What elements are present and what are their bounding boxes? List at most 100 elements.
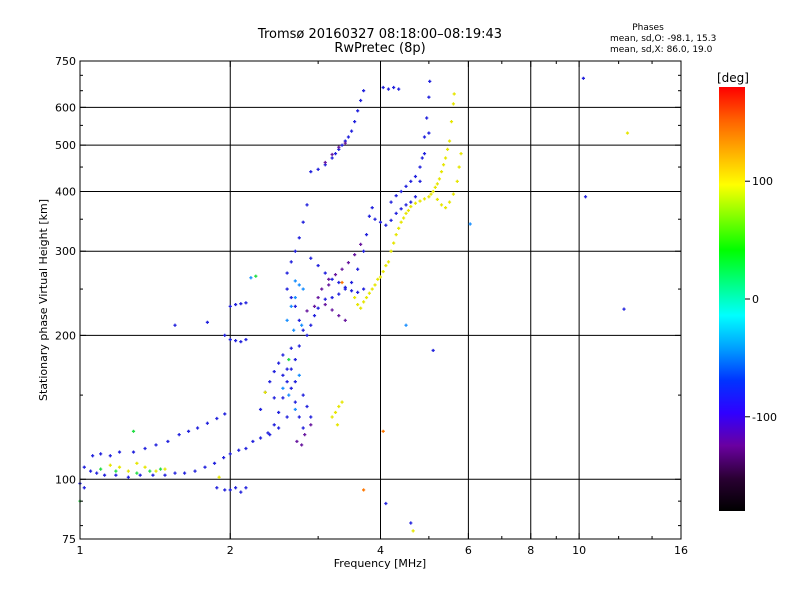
data-point xyxy=(289,367,293,371)
data-point xyxy=(285,415,289,419)
data-point xyxy=(289,260,293,264)
data-point xyxy=(281,386,285,390)
data-point xyxy=(228,304,232,308)
data-point xyxy=(258,407,263,412)
data-point xyxy=(251,439,255,444)
data-point xyxy=(323,160,327,165)
data-point xyxy=(173,471,177,475)
data-point xyxy=(88,469,93,473)
data-point xyxy=(323,297,327,301)
data-point xyxy=(373,283,377,287)
data-point xyxy=(289,304,293,308)
data-point xyxy=(435,197,439,202)
data-point xyxy=(244,301,248,305)
data-point xyxy=(435,182,439,186)
data-point xyxy=(309,415,313,419)
data-point xyxy=(312,314,317,318)
data-point xyxy=(359,306,363,310)
data-point xyxy=(392,241,396,245)
data-point xyxy=(212,461,217,465)
data-point xyxy=(223,488,227,492)
data-point xyxy=(392,85,396,90)
data-point xyxy=(143,465,147,469)
data-point xyxy=(427,131,431,135)
data-point xyxy=(362,488,366,492)
data-point xyxy=(281,396,285,400)
data-point xyxy=(359,242,363,247)
data-point xyxy=(309,323,313,327)
data-point xyxy=(293,249,297,253)
data-point xyxy=(422,152,427,156)
data-point xyxy=(108,454,112,458)
data-point xyxy=(228,488,232,492)
y-tick-label: 600 xyxy=(55,101,76,114)
data-point xyxy=(297,283,301,287)
data-point xyxy=(340,280,344,285)
data-point xyxy=(281,353,285,357)
data-point xyxy=(292,328,296,332)
data-point xyxy=(305,333,309,337)
data-point xyxy=(289,346,293,350)
data-point xyxy=(384,223,388,227)
data-point xyxy=(370,206,374,210)
data-point xyxy=(148,469,152,473)
data-point xyxy=(404,211,408,215)
data-point xyxy=(404,323,408,327)
data-point xyxy=(249,276,253,280)
data-point xyxy=(367,291,371,295)
data-point xyxy=(389,249,393,253)
data-points xyxy=(78,76,630,533)
data-point xyxy=(337,404,341,409)
x-tick-label: 6 xyxy=(465,544,472,557)
colorbar-tick-label: -100 xyxy=(752,411,777,424)
chart-title: Tromsø 20160327 08:18:00–08:19:43 xyxy=(257,27,502,42)
data-point xyxy=(433,185,437,189)
data-point xyxy=(268,380,272,384)
data-point xyxy=(397,87,401,91)
data-point xyxy=(281,373,285,377)
data-point xyxy=(166,439,170,444)
data-point xyxy=(330,308,334,312)
data-point xyxy=(381,429,385,433)
data-point xyxy=(418,165,422,169)
data-point xyxy=(367,214,371,218)
data-point xyxy=(376,277,380,281)
data-point xyxy=(340,143,344,147)
stats-heading: Phases xyxy=(632,23,664,33)
data-point xyxy=(215,416,219,421)
data-point xyxy=(330,156,334,160)
data-point xyxy=(99,467,103,471)
data-point xyxy=(163,467,167,471)
data-point xyxy=(335,423,340,427)
data-point xyxy=(205,320,210,324)
data-point xyxy=(418,199,422,203)
data-point xyxy=(117,450,122,454)
data-point xyxy=(411,529,415,533)
data-point xyxy=(316,295,320,300)
stats-line-o: mean, sd,O: -98.1, 15.3 xyxy=(610,34,716,44)
data-point xyxy=(353,120,357,124)
data-point xyxy=(452,92,456,96)
data-point xyxy=(126,475,130,479)
data-point xyxy=(203,465,207,469)
data-point xyxy=(217,475,221,479)
data-point xyxy=(135,461,139,465)
data-point xyxy=(239,490,243,494)
data-point xyxy=(263,390,267,394)
x-tick-label: 2 xyxy=(227,544,234,557)
data-point xyxy=(205,421,210,425)
data-point xyxy=(406,208,411,213)
x-tick-label: 8 xyxy=(527,544,534,557)
data-point xyxy=(413,201,418,205)
data-point xyxy=(381,269,385,274)
data-point xyxy=(459,152,463,156)
data-point xyxy=(223,333,227,337)
data-point xyxy=(441,163,446,167)
data-point xyxy=(300,323,304,327)
data-point xyxy=(330,277,334,281)
data-point xyxy=(356,109,360,113)
data-point xyxy=(581,76,586,80)
data-point xyxy=(386,260,391,264)
data-point xyxy=(343,141,347,145)
data-point xyxy=(397,226,401,230)
